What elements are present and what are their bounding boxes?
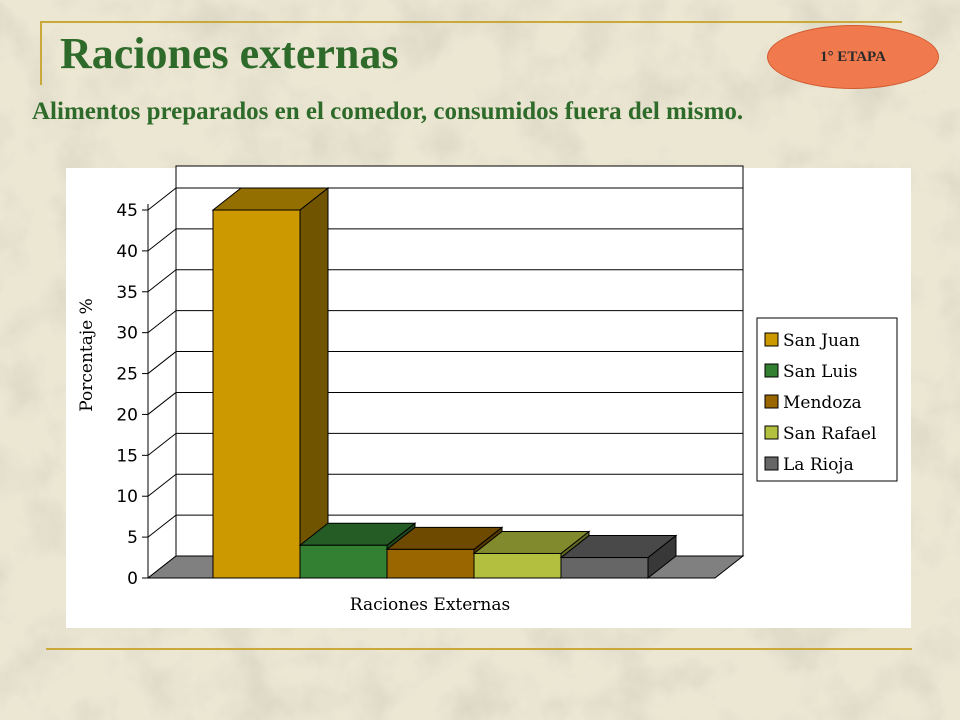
wall-gridline — [147, 432, 177, 456]
wall-gridline — [147, 351, 177, 374]
slide-subtitle: Alimentos preparados en el comedor, cons… — [32, 98, 744, 125]
y-tick-label: 0 — [127, 569, 138, 589]
legend-label: Mendoza — [783, 393, 862, 413]
frame-bottom-line — [46, 648, 912, 650]
y-tick-label: 25 — [116, 365, 138, 385]
x-axis-title: Raciones Externas — [350, 595, 510, 615]
legend-label: La Rioja — [783, 455, 854, 475]
y-tick-label: 40 — [116, 242, 138, 262]
legend-swatch — [764, 456, 779, 471]
bar-la-rioja — [559, 534, 678, 580]
y-tick-label: 20 — [116, 405, 138, 425]
legend-swatch — [764, 394, 779, 409]
legend-swatch — [764, 363, 779, 378]
bar-front — [560, 557, 649, 579]
legend-swatch — [764, 425, 779, 440]
y-tick-label: 10 — [116, 487, 138, 507]
legend-label: San Luis — [783, 362, 858, 382]
bar-front — [212, 209, 301, 579]
bar-front — [473, 552, 562, 579]
frame-top-line — [40, 21, 902, 23]
wall-gridline — [147, 392, 177, 415]
wall-gridline — [147, 187, 177, 211]
y-tick-label: 5 — [127, 528, 138, 548]
y-tick-label: 45 — [116, 201, 138, 221]
plot-area: 0 5 10 15 20 25 30 35 40 45 — [116, 165, 745, 589]
wall-gridline — [147, 473, 177, 497]
legend-label: San Rafael — [783, 424, 876, 444]
y-tick-label: 30 — [116, 324, 138, 344]
bar-san-juan — [211, 186, 330, 580]
bar-front — [299, 544, 388, 579]
legend-box — [756, 317, 898, 482]
stage-badge: 1° ETAPA — [767, 25, 939, 89]
legend-swatch — [764, 332, 779, 347]
y-tick-label: 15 — [116, 446, 138, 466]
legend-label: San Juan — [783, 331, 860, 351]
frame-left-line — [40, 21, 42, 85]
slide-title: Raciones externas — [60, 29, 399, 78]
bar-front — [386, 548, 475, 579]
legend: San Juan San Luis Mendoza San Rafael La Rioj… — [756, 317, 898, 482]
wall-gridline — [147, 310, 177, 334]
y-axis-title: Porcentaje % — [77, 298, 97, 412]
wall-gridline — [147, 514, 177, 538]
wall-gridline — [147, 269, 177, 293]
wall-gridline — [147, 228, 177, 252]
stage-badge-label: 1° ETAPA — [820, 48, 886, 65]
bar-san-rafael — [472, 530, 591, 580]
y-tick-label: 35 — [116, 283, 138, 303]
bar-side — [299, 186, 329, 580]
